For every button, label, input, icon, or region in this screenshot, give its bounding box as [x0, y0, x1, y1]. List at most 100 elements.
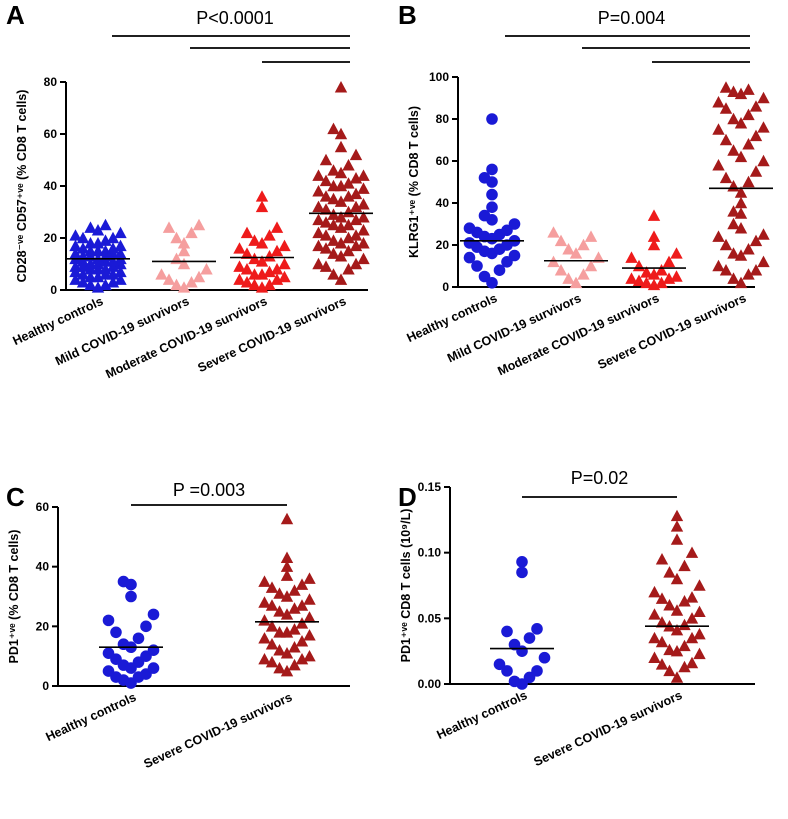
data-point [84, 237, 97, 249]
data-point [303, 629, 316, 641]
data-point [319, 174, 333, 187]
data-point [177, 257, 191, 270]
series-severe-covid-19-survivors [309, 81, 373, 285]
data-point [685, 546, 699, 558]
data-point [357, 237, 370, 249]
data-point [278, 239, 291, 252]
data-point [255, 190, 269, 202]
y-axis-label: CD28⁻ᵛᵉ CD57⁺ᵛᵉ (% CD8 T cells) [15, 90, 29, 283]
data-point [670, 644, 684, 657]
data-point [478, 209, 491, 222]
data-point [734, 150, 748, 163]
data-point [303, 649, 316, 662]
data-point [655, 264, 668, 276]
data-point [647, 230, 661, 242]
data-point [288, 641, 301, 653]
data-point [99, 263, 112, 275]
data-point [508, 638, 521, 651]
data-point [106, 242, 120, 254]
data-point [508, 675, 521, 688]
data-point [584, 259, 598, 272]
data-point [349, 229, 363, 241]
data-point [334, 81, 348, 93]
data-point [125, 662, 137, 674]
data-point [303, 572, 316, 584]
panel-label-d: D [398, 482, 417, 512]
data-point [295, 652, 309, 665]
series-healthy-controls [66, 218, 130, 293]
data-point [84, 257, 97, 270]
data-point [342, 159, 355, 171]
chart-layer: 0 20 40 60 80 CD28⁻ᵛᵉ CD57⁺ᵛᵉ (% CD8 T cells)… [7, 8, 773, 771]
data-point [327, 234, 340, 246]
data-point [757, 121, 770, 133]
data-point [471, 260, 483, 272]
data-point [312, 226, 325, 239]
y-axis-label: PD1⁺ᵛᵉ CD8 T cells (10⁹/L) [399, 509, 413, 663]
data-point [719, 171, 733, 184]
category-label: Severe COVID-19 survivors [596, 291, 749, 372]
data-point [508, 218, 521, 230]
data-point [357, 224, 370, 236]
data-point [240, 247, 254, 259]
data-point [647, 209, 661, 221]
y-tick-label: 0 [50, 283, 57, 297]
data-point [463, 222, 476, 234]
data-point [177, 237, 191, 249]
y-tick-label: 40 [436, 196, 450, 210]
data-point [258, 652, 271, 665]
data-point [263, 250, 276, 262]
data-point [265, 620, 279, 632]
data-point [319, 260, 333, 272]
data-point [670, 270, 683, 282]
data-point [295, 599, 309, 611]
data-point [265, 581, 279, 593]
data-point [727, 247, 740, 259]
data-point [265, 638, 279, 650]
data-point [719, 102, 733, 114]
data-point [727, 112, 740, 125]
data-point [240, 226, 254, 239]
y-tick-label: 0 [442, 280, 449, 294]
data-point [327, 164, 340, 176]
series-moderate-covid-19-survivors [622, 209, 686, 291]
data-point [319, 153, 333, 166]
data-point [84, 221, 97, 233]
data-point [670, 247, 683, 259]
data-point [655, 592, 669, 604]
data-point [757, 255, 770, 268]
panel-d-plot: 0.00 0.05 0.10 0.15 PD1⁺ᵛᵉ CD8 T cells (10⁹/… [399, 468, 755, 769]
data-point [463, 237, 476, 249]
data-point [334, 237, 348, 249]
data-point [273, 644, 286, 656]
data-point [312, 213, 325, 226]
data-point [312, 169, 325, 181]
data-point [147, 608, 160, 621]
data-point [117, 575, 130, 588]
data-point [177, 244, 191, 257]
series-healthy-controls [460, 113, 524, 289]
data-point [523, 671, 536, 684]
series-severe-covid-19-survivors [255, 512, 319, 677]
data-point [486, 113, 498, 125]
data-point [670, 509, 684, 522]
data-point [734, 186, 748, 198]
y-axis-label: PD1⁺ᵛᵉ (% CD8 T cells) [7, 530, 21, 664]
data-point [625, 251, 638, 263]
data-point [662, 255, 676, 268]
data-point [734, 276, 748, 289]
data-point [727, 217, 740, 230]
data-point [349, 187, 363, 200]
data-point [349, 257, 363, 270]
data-point [114, 265, 127, 278]
y-tick-label: 60 [436, 154, 450, 168]
data-point [678, 618, 691, 631]
data-point [547, 226, 560, 238]
data-point [478, 270, 491, 283]
y-tick-label: 100 [429, 70, 449, 84]
data-point [655, 276, 668, 289]
data-point [734, 117, 748, 129]
data-point [288, 623, 301, 635]
data-point [508, 249, 521, 262]
data-point [334, 127, 348, 140]
